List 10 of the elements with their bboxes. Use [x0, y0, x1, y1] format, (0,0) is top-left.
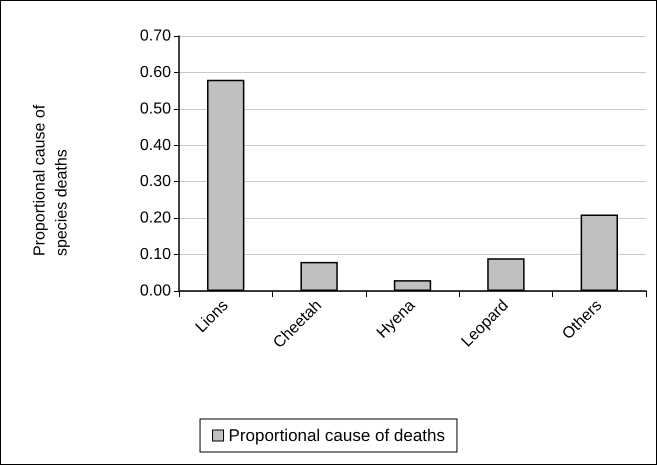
legend-label: Proportional cause of deaths: [228, 426, 445, 445]
y-tick-label: 0.10: [140, 246, 172, 264]
y-tick-label: 0.60: [140, 64, 172, 81]
y-tick-label: 0.40: [140, 136, 172, 154]
y-tick-label: 0.00: [140, 282, 172, 300]
y-axis-title: Proportional cause of species deaths: [32, 100, 70, 256]
y-tick-label: 0.50: [140, 100, 172, 118]
y-tick-label: 0.20: [140, 210, 172, 227]
y-tick-label: 0.30: [140, 173, 172, 190]
y-tick-label: 0.70: [140, 28, 172, 44]
